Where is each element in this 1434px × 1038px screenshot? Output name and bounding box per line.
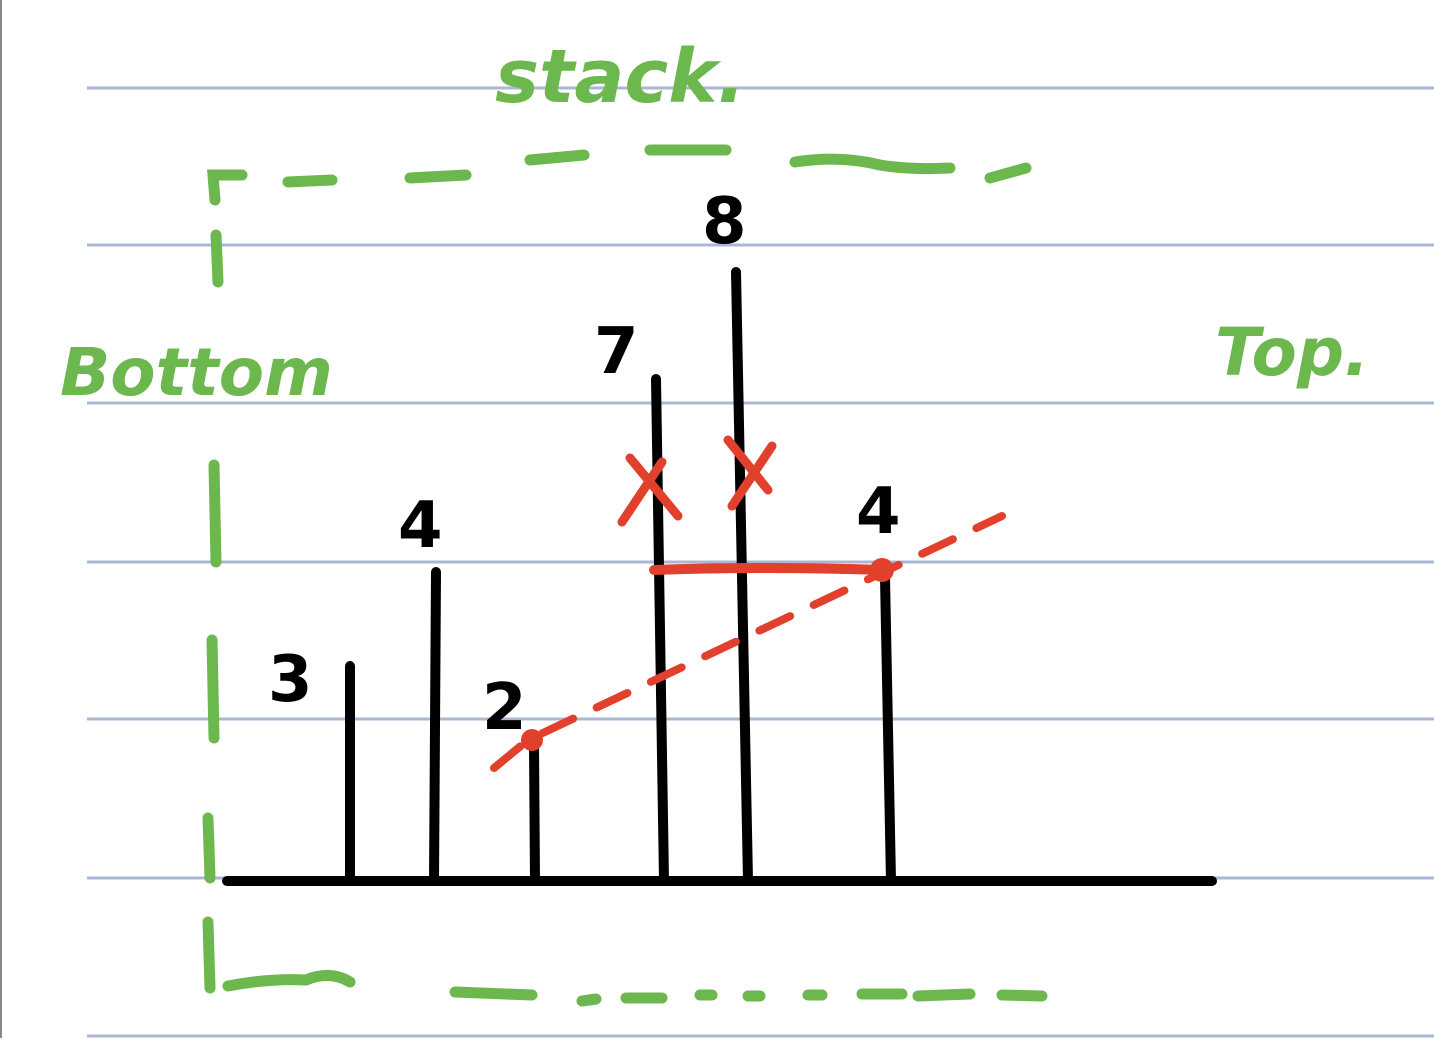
bar-4-last — [880, 573, 896, 886]
stack-box-dash — [404, 169, 472, 184]
stack-box-dash — [996, 989, 1048, 1002]
stack-box-dash — [449, 986, 538, 1001]
bar-7 — [651, 374, 669, 886]
bar-value-label: 4 — [856, 475, 901, 549]
next-smaller-arrow — [649, 563, 889, 575]
stack-box-dash — [208, 459, 222, 568]
stack-box-corner-top — [207, 169, 248, 206]
point-marker — [521, 729, 543, 751]
stack-box-dash — [222, 970, 356, 992]
stack-box-dash — [984, 162, 1032, 184]
stack-box-dash — [202, 812, 216, 884]
point-marker — [870, 558, 894, 582]
stack-box-dash — [202, 916, 216, 994]
stack-box-dash — [524, 149, 590, 166]
stack-box-dash — [912, 988, 976, 1002]
bar-value-label: 8 — [702, 185, 747, 259]
dashed-trend-line — [490, 512, 1006, 772]
bottom-label: Bottom — [60, 334, 333, 411]
red-marks — [490, 435, 1006, 772]
bar-value-label: 3 — [268, 643, 313, 717]
stack-box — [202, 144, 1048, 1007]
bar-8 — [731, 267, 753, 886]
ruled-lines — [87, 86, 1434, 1038]
cross-mark-7 — [625, 453, 683, 521]
stack-box-dash — [789, 153, 956, 175]
bar-value-label: 2 — [482, 671, 527, 745]
cross-mark-7 — [617, 457, 667, 527]
bar-2 — [529, 740, 540, 886]
cross-mark-8 — [727, 441, 777, 511]
bar-value-label: 4 — [398, 489, 443, 563]
top-label: Top. — [1215, 314, 1370, 391]
bar-4 — [429, 567, 441, 886]
stack-box-dash — [576, 993, 602, 1007]
stack-box-dash — [282, 174, 338, 188]
stack-box-dash — [210, 229, 224, 288]
stack-box-dash — [206, 634, 220, 744]
cross-mark-8 — [723, 435, 773, 495]
bar-value-label: 7 — [594, 315, 639, 389]
stack-title: stack. — [495, 34, 746, 120]
